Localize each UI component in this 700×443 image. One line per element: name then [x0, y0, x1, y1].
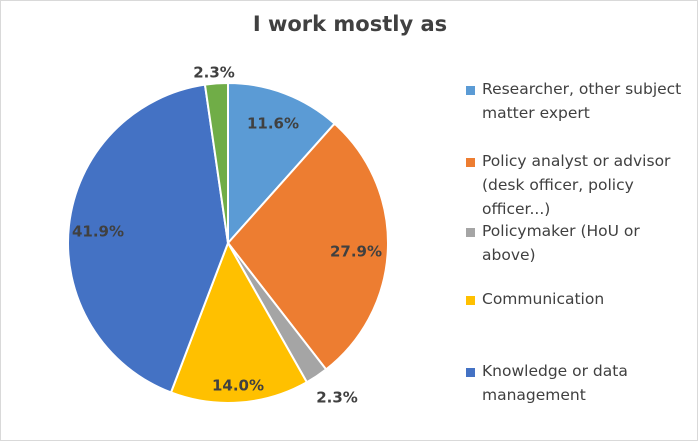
pie-slice: [226, 122, 389, 371]
slice-data-label: 2.3%: [193, 64, 235, 82]
legend-swatch: [466, 296, 475, 305]
pie-slice: [169, 240, 309, 404]
slice-data-label: 27.9%: [330, 243, 382, 261]
slice-data-label: 11.6%: [247, 115, 299, 133]
pie-slice: [203, 81, 229, 244]
legend-swatch: [466, 368, 475, 377]
pie-slice: [67, 83, 230, 394]
slice-data-label: 2.3%: [316, 389, 358, 407]
legend-swatch: [466, 158, 475, 167]
pie-slice: [227, 81, 336, 246]
chart-title: I work mostly as: [252, 12, 448, 36]
legend-label: Policymaker (HoU or above): [482, 222, 640, 264]
legend-swatch: [466, 228, 475, 237]
legend-label: Communication: [482, 290, 605, 308]
legend-label: Policy analyst or advisor (desk officer,…: [482, 152, 671, 218]
legend-label: Researcher, other subject matter expert: [482, 80, 682, 122]
legend-label: Knowledge or data management: [482, 362, 628, 404]
slice-data-label: 14.0%: [212, 377, 264, 395]
slice-data-label: 41.9%: [72, 223, 124, 241]
legend-swatch: [466, 86, 475, 95]
